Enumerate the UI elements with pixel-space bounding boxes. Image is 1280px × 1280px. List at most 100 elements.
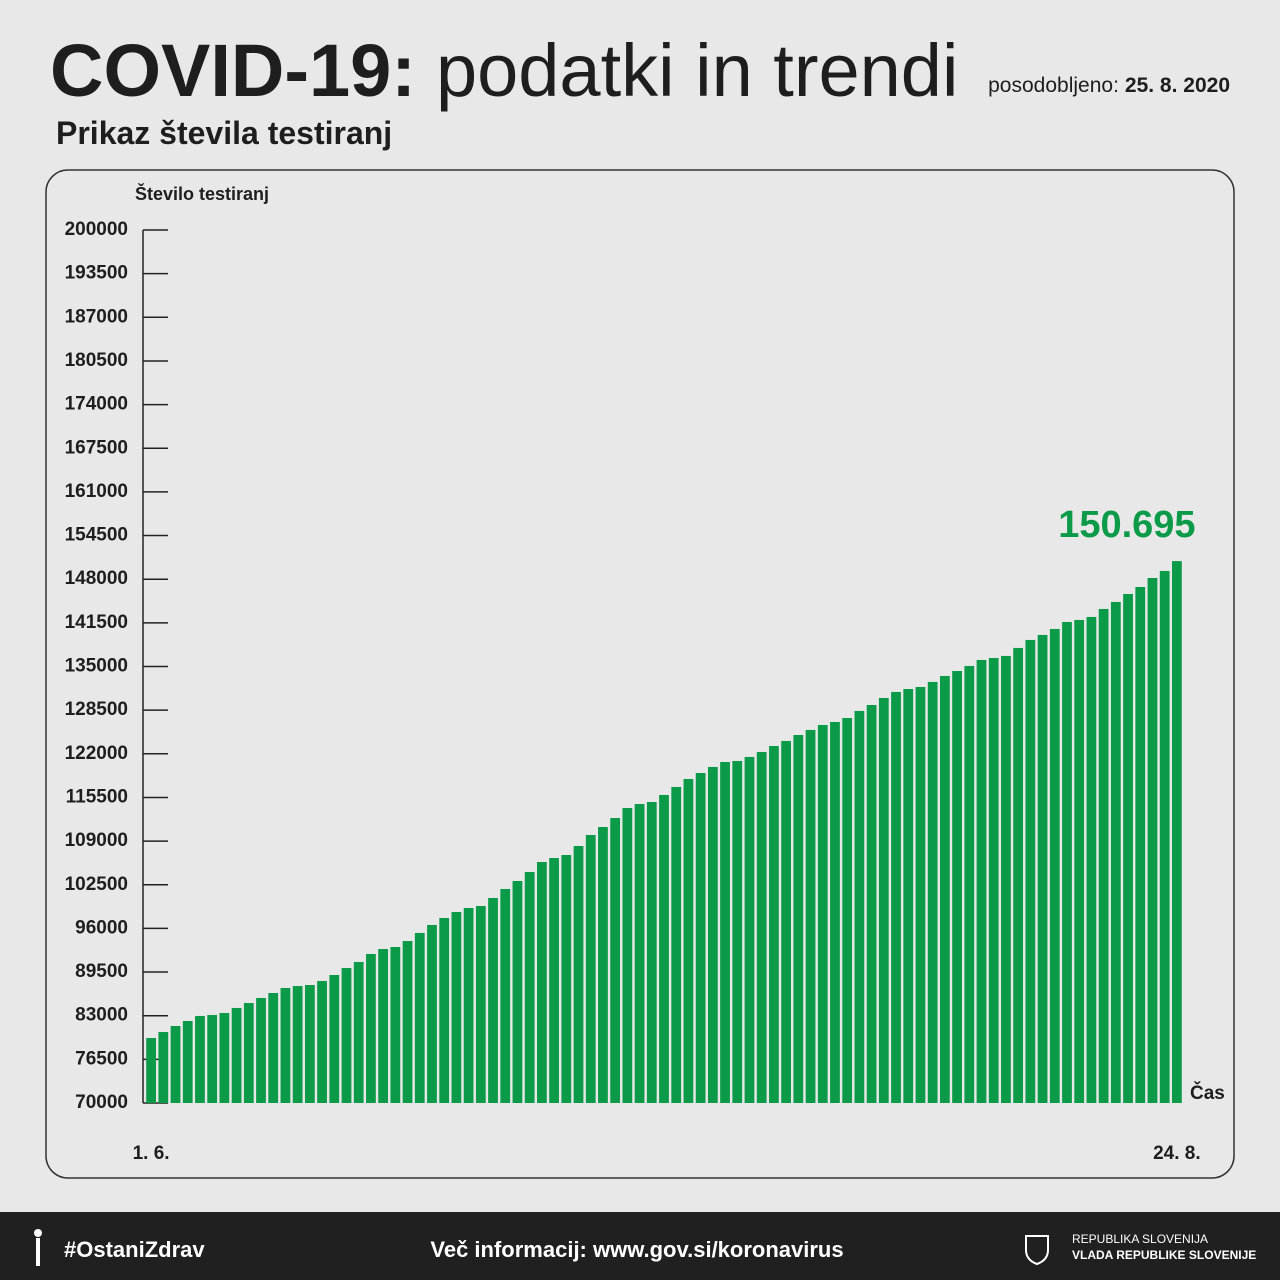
y-tick-label: 122000 [65,743,128,764]
bar [732,760,743,1103]
y-tick-label: 128500 [65,699,128,720]
bar [158,1032,169,1103]
bar [1172,561,1182,1103]
footer-info: Več informacij: www.gov.si/koronavirus [430,1237,843,1262]
bar [549,858,559,1103]
y-tick-label: 154500 [65,525,128,546]
footer-org1: REPUBLIKA SLOVENIJA [1072,1232,1208,1246]
bar [830,721,840,1103]
y-tick-label: 200000 [65,219,128,240]
page-title: COVID-19: podatki in trendi [50,29,958,112]
bar [182,1021,193,1103]
y-tick-label: 167500 [65,437,128,458]
bar [646,802,657,1103]
bar [683,778,694,1103]
bar [500,888,511,1103]
bar [1147,577,1158,1103]
bar [146,1037,156,1103]
y-tick-label: 70000 [75,1092,128,1113]
bar [976,659,987,1103]
bar [866,704,877,1103]
bar [720,761,730,1103]
y-tick-label: 174000 [65,394,128,415]
bar [1159,570,1170,1103]
bar [451,912,462,1103]
title-bold: COVID-19: [50,29,416,112]
bar [585,834,596,1103]
y-axis-label: Število testiranj [135,183,269,204]
bar [817,724,828,1103]
bar [475,905,486,1103]
bar [707,766,718,1103]
bar [378,949,389,1103]
bar [793,734,804,1103]
bar [659,794,669,1103]
bar [488,897,498,1103]
bar [536,861,547,1103]
bar [1110,601,1121,1103]
bar [1135,586,1146,1103]
bar [598,826,608,1103]
bar [231,1007,242,1103]
bar [329,975,340,1103]
bar [915,686,926,1103]
x-tick-label: 24. 8. [1153,1143,1201,1164]
bar [219,1013,230,1103]
updated-date: 25. 8. 2020 [1125,74,1230,97]
bar [1013,647,1024,1103]
bar [903,688,914,1103]
bar [854,710,865,1103]
y-tick-label: 161000 [65,481,128,502]
bar [390,947,401,1103]
bar [561,855,572,1103]
bar [939,675,950,1103]
bar [463,907,474,1103]
bar [805,729,816,1103]
footer-hashtag: #OstaniZdrav [64,1237,205,1262]
bar [695,773,706,1103]
y-tick-label: 115500 [66,786,128,807]
title-regular: podatki in trendi [436,29,958,112]
y-tick-label: 109000 [65,830,128,851]
bar [280,987,291,1103]
bar [195,1015,205,1103]
bar [304,985,315,1103]
bar [317,980,327,1103]
bar [1001,655,1011,1103]
y-tick-label: 96000 [75,917,128,938]
y-tick-label: 135000 [65,656,128,677]
x-tick-label: 1. 6. [133,1143,170,1164]
bar [842,718,853,1103]
bar [414,932,425,1103]
y-tick-label: 187000 [65,306,128,327]
bar [1037,634,1048,1103]
y-tick-label: 83000 [75,1005,128,1026]
y-tick-label: 193500 [65,263,128,284]
bar [427,924,437,1103]
bar [1025,639,1036,1103]
bar [964,665,975,1103]
bar [634,804,645,1103]
bar [671,786,682,1103]
y-tick-label: 180500 [65,350,128,371]
bar [524,871,535,1103]
bar [927,681,938,1103]
footer-icon [34,1229,42,1266]
bar [512,880,523,1103]
bar [1062,621,1072,1103]
bar [769,746,779,1103]
bar [1074,619,1085,1103]
coat-of-arms [1025,1235,1049,1266]
bar [891,691,901,1103]
y-tick-label: 102500 [65,874,128,895]
bar [1098,608,1109,1103]
bar [952,670,962,1103]
footer-org2: VLADA REPUBLIKE SLOVENIJE [1072,1248,1256,1262]
bar [1086,616,1097,1103]
bar [402,941,413,1103]
updated-label: posodobljeno: [988,74,1119,97]
y-tick-label: 141500 [65,612,128,633]
y-tick-label: 76500 [75,1048,128,1069]
